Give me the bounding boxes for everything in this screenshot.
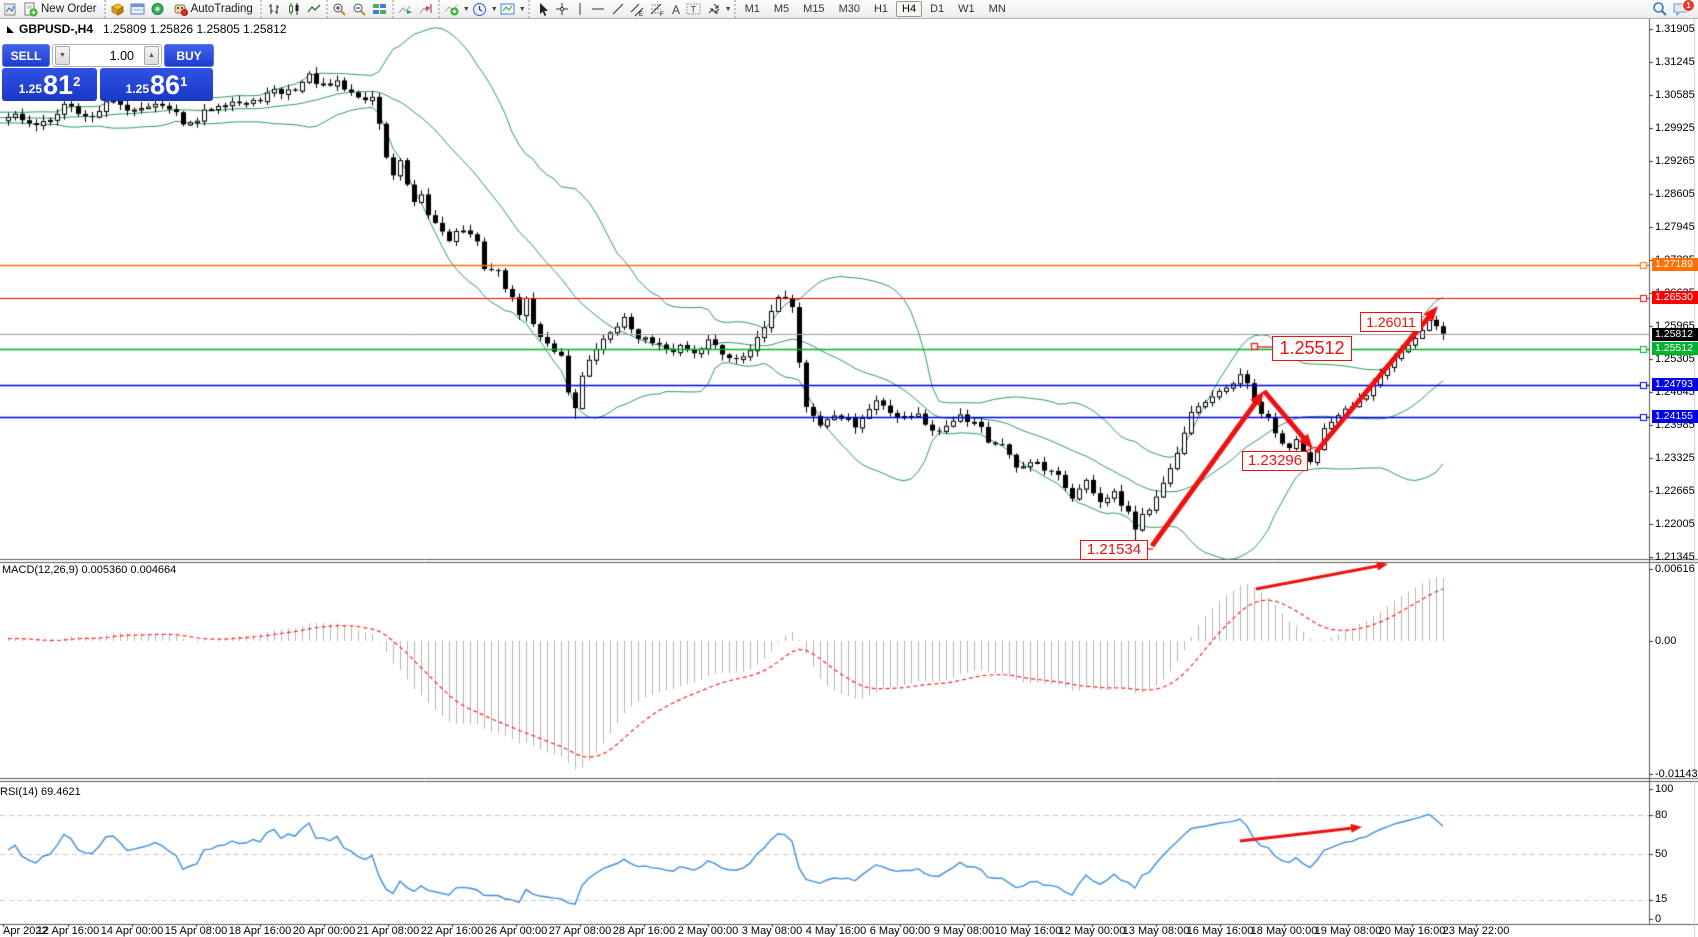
svg-text:F: F: [660, 12, 664, 17]
svg-text:A: A: [672, 3, 680, 16]
tab-timeframe-h4[interactable]: H4: [896, 1, 923, 17]
tab-timeframe-m5[interactable]: M5: [773, 3, 790, 15]
templates-icon[interactable]: [498, 1, 518, 17]
buy-price-display[interactable]: 1.25 86 1: [100, 68, 213, 101]
chart-window-icon[interactable]: [2, 1, 18, 17]
tab-timeframe-m15[interactable]: M15: [803, 3, 825, 15]
tab-timeframe-d1[interactable]: D1: [930, 3, 945, 15]
svg-text:E: E: [639, 12, 643, 17]
tab-timeframe-m1[interactable]: M1: [744, 3, 760, 15]
sell-button[interactable]: SELL: [2, 44, 50, 67]
buy-button[interactable]: BUY: [164, 44, 214, 67]
tab-timeframe-w1[interactable]: W1: [958, 3, 975, 15]
buy-price-prefix: 1.25: [125, 82, 150, 96]
navigator-icon[interactable]: [148, 1, 168, 17]
data-window-icon[interactable]: [128, 1, 148, 17]
horizontal-line-icon[interactable]: [588, 1, 608, 17]
new-order-button[interactable]: New Order: [18, 1, 102, 17]
arrow-objects-icon[interactable]: [704, 1, 724, 17]
chart-title: GBPUSD-,H4 1.25809 1.25826 1.25805 1.258…: [6, 22, 287, 36]
volume-input[interactable]: 1.00: [109, 48, 134, 63]
periods-dropdown-caret[interactable]: ▼: [490, 5, 498, 13]
tile-windows-icon[interactable]: [370, 1, 390, 17]
templates-dropdown-caret[interactable]: ▼: [518, 5, 526, 13]
timeframe-group: M1 M5 M15 M30 H1 H4 D1 W1 MN: [733, 0, 1015, 18]
search-icon[interactable]: [1650, 1, 1670, 17]
sell-price-sup: 2: [73, 74, 81, 89]
tab-timeframe-h1[interactable]: H1: [873, 3, 889, 15]
svg-text:T: T: [691, 5, 697, 15]
zoom-in-icon[interactable]: [330, 1, 350, 17]
rsi-indicator-label: RSI(14) 69.4621: [0, 786, 81, 798]
bar-chart-type-icon[interactable]: [264, 1, 284, 17]
ohlc-values: 1.25809 1.25826 1.25805 1.25812: [103, 22, 287, 36]
text-label-icon[interactable]: T: [684, 1, 704, 17]
arrows-dropdown-caret[interactable]: ▼: [724, 5, 732, 13]
main-toolbar: New Order AutoTrading: [0, 0, 1698, 19]
buy-price-sup: 1: [180, 74, 188, 89]
candlestick-type-icon[interactable]: [284, 1, 304, 17]
periods-icon[interactable]: [470, 1, 490, 17]
vertical-line-icon[interactable]: [572, 1, 588, 17]
crosshair-icon[interactable]: [552, 1, 572, 17]
text-icon[interactable]: A: [668, 1, 684, 17]
tab-timeframe-m30[interactable]: M30: [838, 3, 860, 15]
sell-price-big: 81: [43, 70, 74, 101]
buy-price-big: 86: [150, 70, 181, 101]
autotrading-icon: [174, 4, 188, 16]
cursor-icon[interactable]: [532, 1, 552, 17]
one-click-trading-panel: SELL ▼ 1.00 ▲ BUY 1.25 81 2 1.25 86 1: [2, 44, 214, 101]
zoom-out-icon[interactable]: [350, 1, 370, 17]
indicators-icon[interactable]: [442, 1, 462, 17]
indicators-dropdown-caret[interactable]: ▼: [462, 5, 470, 13]
chart-shift-icon[interactable]: [416, 1, 436, 17]
fibonacci-icon[interactable]: F: [648, 1, 668, 17]
auto-scroll-icon[interactable]: [396, 1, 416, 17]
line-chart-type-icon[interactable]: [304, 1, 324, 17]
macd-indicator-label: MACD(12,26,9) 0.005360 0.004664: [2, 564, 177, 576]
volume-increase-button[interactable]: ▲: [144, 46, 159, 65]
volume-decrease-button[interactable]: ▼: [55, 46, 70, 65]
sell-price-prefix: 1.25: [18, 82, 43, 96]
market-watch-icon[interactable]: [108, 1, 128, 17]
trendline-icon[interactable]: [608, 1, 628, 17]
equidistant-channel-icon[interactable]: E: [628, 1, 648, 17]
chart-marker-icon: [7, 25, 14, 33]
tab-timeframe-mn[interactable]: MN: [988, 3, 1006, 15]
notifications-button[interactable]: 1: [1670, 0, 1695, 17]
volume-control: ▼ 1.00 ▲: [52, 44, 162, 67]
new-order-icon: [24, 2, 38, 16]
autotrading-button[interactable]: AutoTrading: [168, 1, 258, 17]
sell-price-display[interactable]: 1.25 81 2: [2, 68, 97, 101]
notification-badge: 1: [1682, 0, 1695, 12]
symbol-period-label: GBPUSD-,H4: [19, 22, 94, 36]
